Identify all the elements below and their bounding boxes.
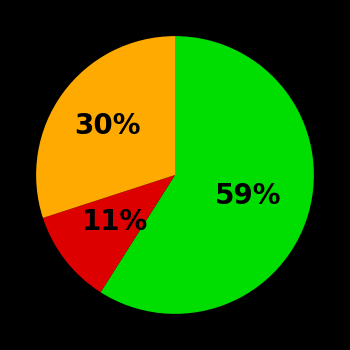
Text: 11%: 11% xyxy=(82,208,148,236)
Text: 30%: 30% xyxy=(74,112,141,140)
Text: 59%: 59% xyxy=(215,182,282,210)
Wedge shape xyxy=(100,36,314,314)
Wedge shape xyxy=(43,175,175,292)
Wedge shape xyxy=(36,36,175,218)
